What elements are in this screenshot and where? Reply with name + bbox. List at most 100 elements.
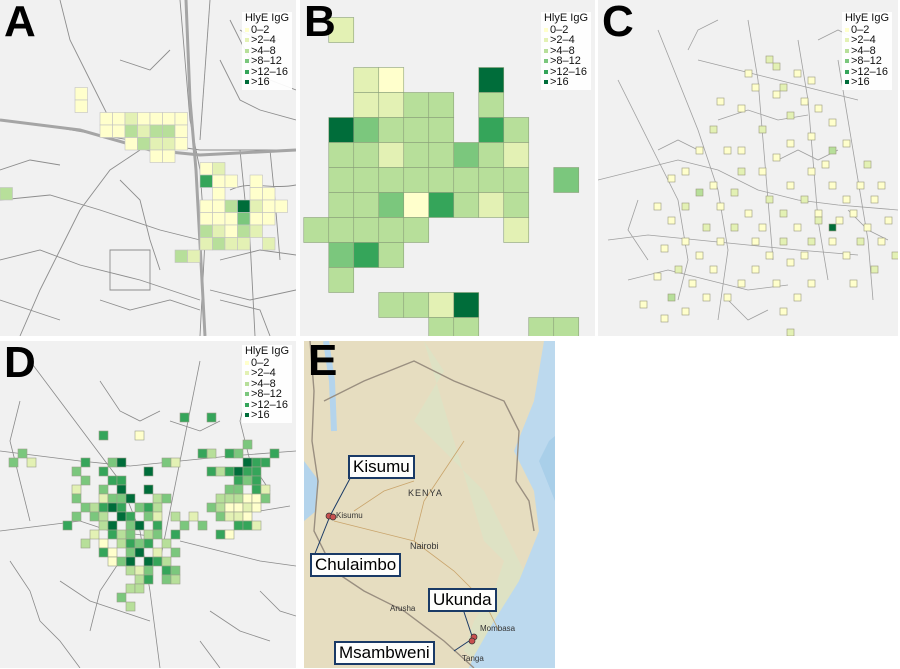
grid-cell bbox=[503, 192, 530, 218]
grid-cell bbox=[478, 92, 505, 118]
legend-item: >2–4 bbox=[543, 35, 588, 46]
grid-cell bbox=[653, 202, 662, 211]
grid-cell bbox=[233, 520, 244, 531]
grid-cell bbox=[149, 112, 163, 126]
grid-cell bbox=[199, 212, 213, 226]
grid-cell bbox=[233, 448, 244, 459]
grid-cell bbox=[667, 293, 676, 302]
grid-cell bbox=[478, 192, 505, 218]
grid-cell bbox=[212, 174, 226, 188]
grid-cell bbox=[702, 293, 711, 302]
grid-cell bbox=[856, 237, 865, 246]
grid-cell bbox=[107, 493, 118, 504]
grid-cell bbox=[249, 174, 263, 188]
grid-cell bbox=[251, 520, 262, 531]
grid-cell bbox=[224, 199, 238, 213]
grid-cell bbox=[403, 142, 430, 168]
grid-cell bbox=[877, 237, 886, 246]
grid-cell bbox=[89, 511, 100, 522]
site-markers bbox=[325, 512, 478, 645]
grid-cell bbox=[353, 242, 380, 268]
grid-cell bbox=[478, 142, 505, 168]
grid-cell bbox=[233, 493, 244, 504]
grid-cell bbox=[751, 237, 760, 246]
grid-cell bbox=[116, 592, 127, 603]
grid-cell bbox=[758, 125, 767, 134]
grid-cell bbox=[212, 162, 226, 176]
panel-letter: B bbox=[304, 0, 336, 46]
legend-swatch bbox=[244, 27, 249, 32]
grid-cell bbox=[403, 167, 430, 193]
grid-cell bbox=[772, 90, 781, 99]
grid-cell bbox=[174, 249, 188, 263]
city-label-tanga: Tanga bbox=[462, 654, 484, 663]
panel-letter: D bbox=[4, 341, 36, 387]
grid-cell bbox=[80, 475, 91, 486]
grid-cell bbox=[224, 529, 235, 540]
grid-cell bbox=[152, 556, 163, 567]
grid-cell bbox=[786, 111, 795, 120]
grid-cell bbox=[242, 439, 253, 450]
grid-cell bbox=[224, 502, 235, 513]
legend-item: >8–12 bbox=[244, 55, 289, 67]
legend-swatch bbox=[244, 371, 249, 376]
legend-title: HlyE IgG bbox=[244, 12, 289, 24]
grid-cell bbox=[74, 99, 88, 113]
site-label-kisumu: Kisumu bbox=[348, 455, 415, 479]
grid-cell bbox=[116, 457, 127, 468]
panel-c-map: C HlyE IgG 0–2 >2–4 >4–8 >8–12 >12–16 >16 bbox=[598, 0, 898, 336]
grid-cell bbox=[143, 484, 154, 495]
panel-b-map: B HlyE IgG 0–2 >2–4 >4–8 >8–12 >12–16 >16 bbox=[300, 0, 595, 336]
legend-item: >4–8 bbox=[543, 45, 588, 57]
grid-cell bbox=[688, 279, 697, 288]
panel-letter: C bbox=[602, 0, 634, 46]
grid-cell bbox=[251, 493, 262, 504]
legend-swatch bbox=[244, 80, 249, 85]
panel-letter: A bbox=[4, 0, 36, 46]
panel-e-map: E KENYA Kisumu Nairobi Arusha Mombasa Ta… bbox=[304, 341, 555, 668]
grid-cell bbox=[353, 67, 380, 93]
grid-cell bbox=[116, 493, 127, 504]
grid-cell bbox=[269, 448, 280, 459]
legend-swatch bbox=[844, 80, 849, 85]
grid-cell bbox=[807, 279, 816, 288]
grid-cell bbox=[134, 520, 145, 531]
grid-cell bbox=[378, 92, 405, 118]
grid-cell bbox=[212, 187, 226, 201]
grid-cell bbox=[251, 502, 262, 513]
grid-cell bbox=[62, 520, 73, 531]
grid-cell bbox=[206, 412, 217, 423]
grid-cell bbox=[116, 475, 127, 486]
legend-label: >8–12 bbox=[250, 55, 282, 67]
grid-cell bbox=[428, 142, 455, 168]
grid-cell bbox=[162, 149, 176, 163]
grid-cell bbox=[453, 317, 480, 336]
legend-swatch bbox=[844, 69, 849, 74]
grid-cell bbox=[786, 328, 795, 336]
grid-cell bbox=[199, 199, 213, 213]
grid-cell bbox=[170, 565, 181, 576]
grid-cell bbox=[730, 188, 739, 197]
legend-item: >4–8 bbox=[844, 45, 889, 57]
city-label-nairobi: Nairobi bbox=[410, 541, 439, 551]
grid-cell bbox=[161, 565, 172, 576]
grid-cell bbox=[503, 167, 530, 193]
grid-cell bbox=[793, 293, 802, 302]
grid-cell bbox=[695, 188, 704, 197]
panel-d-cells bbox=[8, 412, 280, 612]
grid-cell bbox=[849, 209, 858, 218]
grid-cell bbox=[134, 538, 145, 549]
legend-label: >2–4 bbox=[850, 34, 876, 46]
legend-item: >8–12 bbox=[244, 389, 289, 400]
legend-swatch bbox=[244, 69, 249, 74]
grid-cell bbox=[137, 137, 151, 151]
grid-cell bbox=[751, 265, 760, 274]
grid-cell bbox=[215, 529, 226, 540]
legend-swatch bbox=[844, 59, 849, 64]
grid-cell bbox=[828, 118, 837, 127]
city-label-kisumu: Kisumu bbox=[336, 511, 363, 520]
grid-cell bbox=[116, 538, 127, 549]
grid-cell bbox=[453, 142, 480, 168]
grid-cell bbox=[765, 251, 774, 260]
grid-cell bbox=[125, 556, 136, 567]
